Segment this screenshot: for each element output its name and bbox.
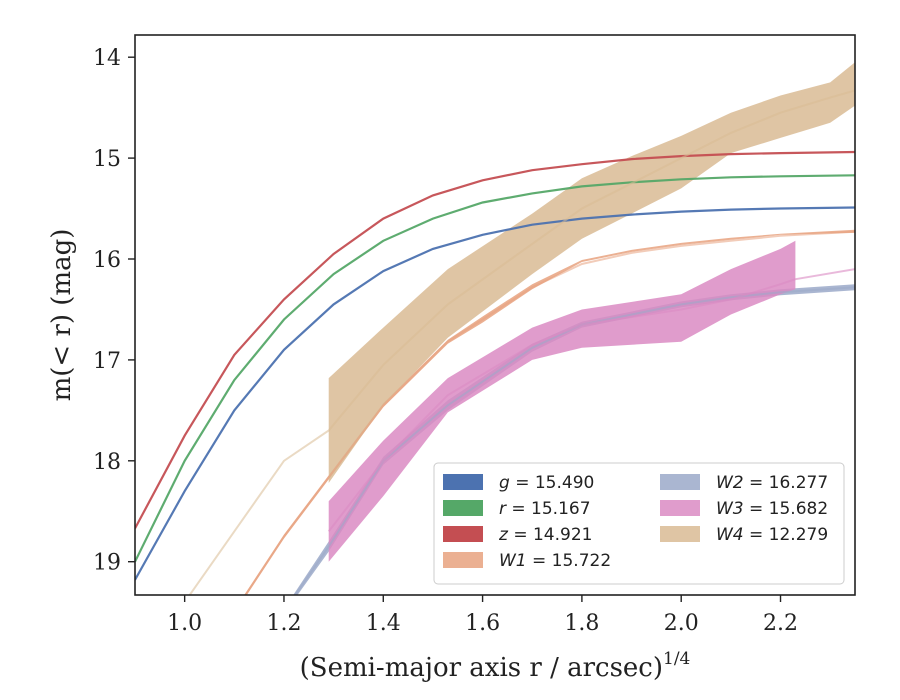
legend-label-r: r = 15.167 — [499, 499, 591, 519]
legend-label-W4: W4 = 12.279 — [716, 525, 828, 545]
x-tick-label: 1.2 — [266, 611, 301, 636]
series-line-W3 — [327, 278, 796, 533]
legend-label-z: z = 14.921 — [498, 525, 592, 545]
series-line-W1 — [244, 230, 855, 595]
y-axis-label: m(< r) (mag) — [47, 229, 77, 402]
x-axis-label: (Semi-major axis r / arcsec)1/4 — [300, 649, 691, 683]
x-tick-label: 2.0 — [664, 611, 699, 636]
plot-frame — [134, 34, 856, 596]
legend-label-W2: W2 = 16.277 — [716, 473, 828, 493]
y-axis: 14 15 16 17 18 19 — [93, 46, 135, 576]
legend: g = 15.490 r = 15.167 z = 14.921 W1 = 15.72… — [433, 462, 845, 585]
x-axis: 1.0 1.2 1.4 1.6 1.8 2.0 2.2 — [167, 595, 798, 636]
legend-swatch-W4 — [660, 526, 700, 542]
x-tick-label: 1.8 — [564, 611, 599, 636]
legend-swatch-g — [443, 474, 483, 490]
legend-box — [433, 462, 845, 585]
y-tick-label: 14 — [93, 46, 121, 71]
x-tick-label: 1.4 — [366, 611, 401, 636]
series-line-W4 — [188, 89, 855, 595]
line-layer — [135, 89, 855, 595]
y-tick-label: 17 — [93, 349, 121, 374]
legend-swatch-r — [443, 500, 483, 516]
series-line-r — [135, 174, 855, 563]
band-W4 — [328, 62, 855, 483]
legend-label-W1: W1 = 15.722 — [499, 551, 611, 571]
legend-swatch-W1 — [443, 552, 483, 568]
series-tail-W3 — [795, 268, 855, 281]
series-line-z — [135, 150, 855, 529]
legend-swatch-W3 — [660, 500, 700, 516]
x-tick-label: 1.6 — [465, 611, 500, 636]
legend-label-g: g = 15.490 — [499, 473, 594, 493]
series-line-W2 — [294, 286, 855, 595]
band-layer — [244, 62, 855, 595]
series-line-g — [135, 206, 855, 581]
band-W3 — [328, 240, 796, 562]
y-tick-label: 15 — [93, 147, 121, 172]
legend-swatch-z — [443, 526, 483, 542]
x-tick-label: 2.2 — [763, 611, 798, 636]
x-tick-label: 1.0 — [167, 611, 202, 636]
legend-label-W3: W3 = 15.682 — [716, 499, 828, 519]
y-tick-label: 16 — [93, 248, 121, 273]
legend-swatch-W2 — [660, 474, 700, 490]
y-tick-label: 18 — [93, 450, 121, 475]
y-tick-label: 19 — [93, 551, 121, 576]
